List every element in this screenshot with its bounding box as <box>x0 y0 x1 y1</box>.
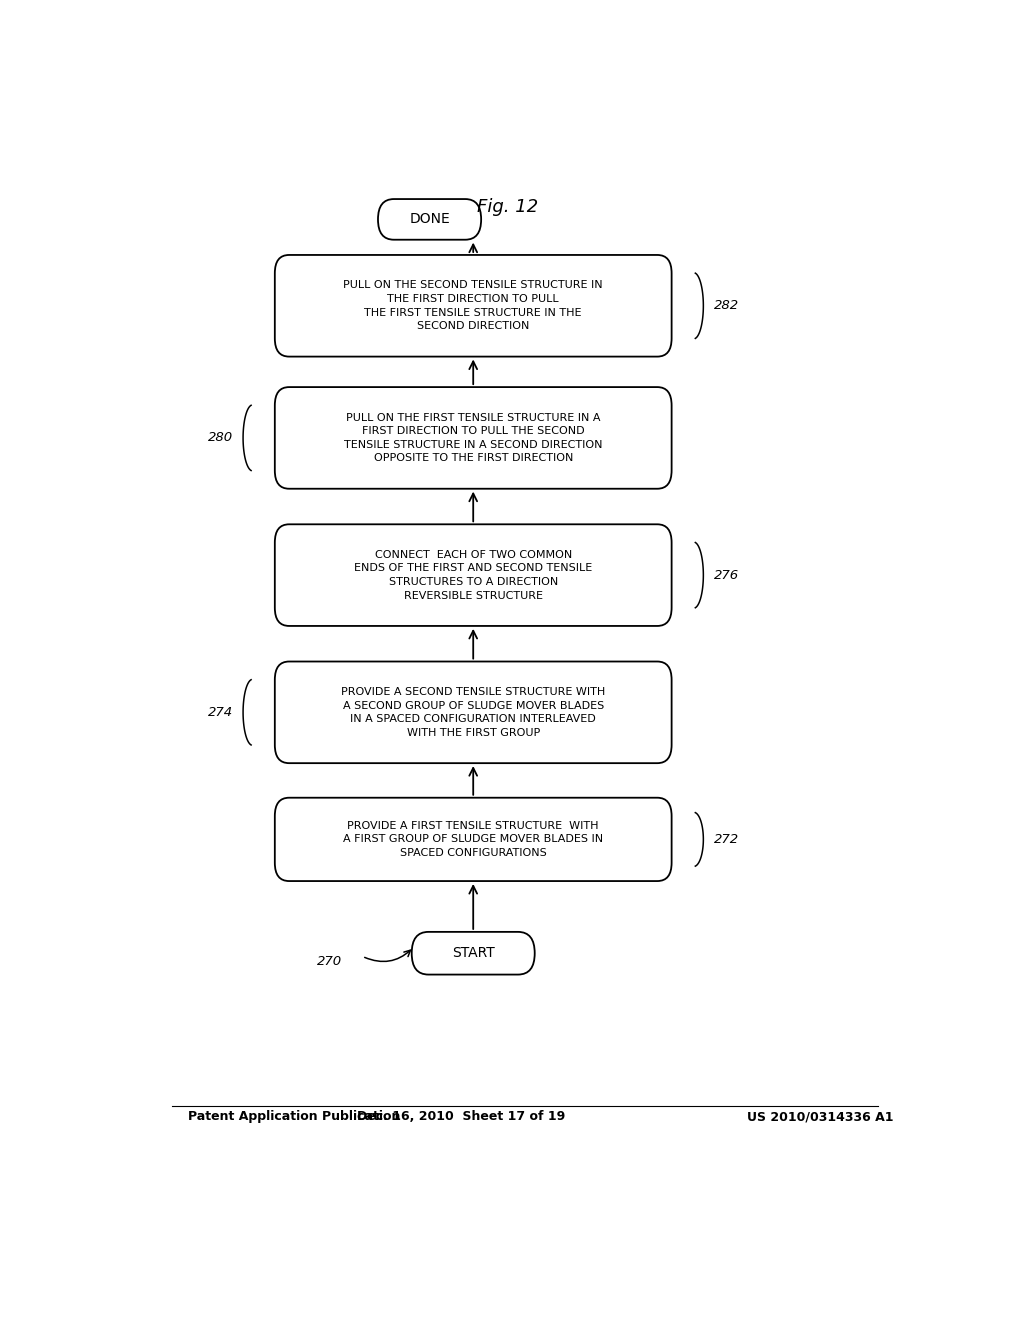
FancyBboxPatch shape <box>274 661 672 763</box>
FancyBboxPatch shape <box>274 387 672 488</box>
FancyBboxPatch shape <box>274 255 672 356</box>
Text: US 2010/0314336 A1: US 2010/0314336 A1 <box>748 1110 894 1123</box>
FancyBboxPatch shape <box>412 932 535 974</box>
Text: 282: 282 <box>714 300 738 313</box>
Text: PROVIDE A SECOND TENSILE STRUCTURE WITH
A SECOND GROUP OF SLUDGE MOVER BLADES
IN: PROVIDE A SECOND TENSILE STRUCTURE WITH … <box>341 686 605 738</box>
FancyBboxPatch shape <box>274 797 672 880</box>
Text: PROVIDE A FIRST TENSILE STRUCTURE  WITH
A FIRST GROUP OF SLUDGE MOVER BLADES IN
: PROVIDE A FIRST TENSILE STRUCTURE WITH A… <box>343 821 603 858</box>
Text: DONE: DONE <box>410 213 450 227</box>
Text: 270: 270 <box>317 954 342 968</box>
Text: 272: 272 <box>714 833 738 846</box>
Text: 276: 276 <box>714 569 738 582</box>
Text: CONNECT  EACH OF TWO COMMON
ENDS OF THE FIRST AND SECOND TENSILE
STRUCTURES TO A: CONNECT EACH OF TWO COMMON ENDS OF THE F… <box>354 549 592 601</box>
Text: Patent Application Publication: Patent Application Publication <box>187 1110 400 1123</box>
Text: PULL ON THE SECOND TENSILE STRUCTURE IN
THE FIRST DIRECTION TO PULL
THE FIRST TE: PULL ON THE SECOND TENSILE STRUCTURE IN … <box>343 280 603 331</box>
Text: Dec. 16, 2010  Sheet 17 of 19: Dec. 16, 2010 Sheet 17 of 19 <box>357 1110 565 1123</box>
Text: PULL ON THE FIRST TENSILE STRUCTURE IN A
FIRST DIRECTION TO PULL THE SECOND
TENS: PULL ON THE FIRST TENSILE STRUCTURE IN A… <box>344 413 602 463</box>
Text: 280: 280 <box>208 432 232 445</box>
FancyBboxPatch shape <box>378 199 481 240</box>
Text: Fig. 12: Fig. 12 <box>477 198 539 216</box>
Text: START: START <box>452 946 495 960</box>
FancyBboxPatch shape <box>274 524 672 626</box>
Text: 274: 274 <box>208 706 232 719</box>
